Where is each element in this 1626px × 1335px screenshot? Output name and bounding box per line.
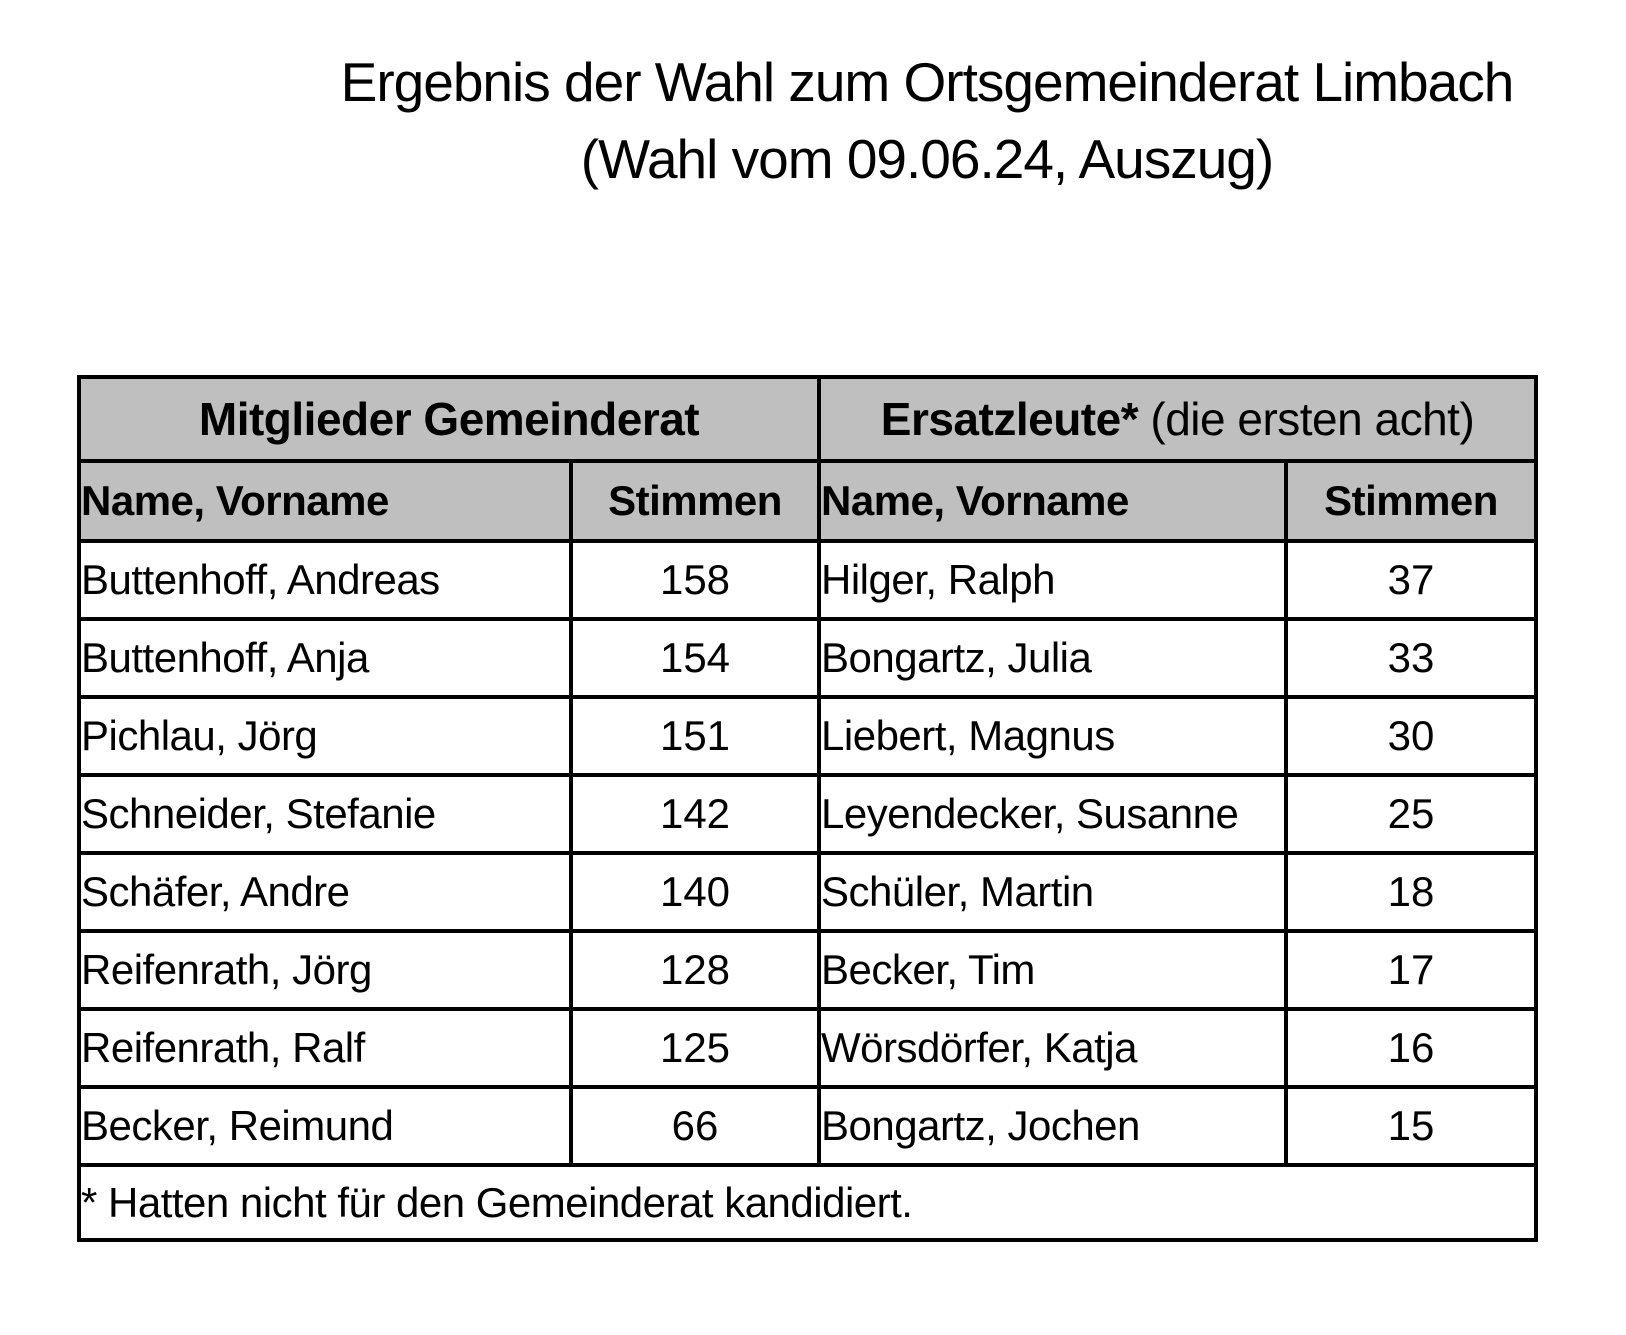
election-results-table: Mitglieder Gemeinderat Ersatzleute* (die… bbox=[76, 375, 1539, 1242]
member-votes: 142 bbox=[568, 773, 822, 855]
title-line-1: Ergebnis der Wahl zum Ortsgemeinderat Li… bbox=[340, 51, 1515, 113]
member-votes: 151 bbox=[568, 695, 822, 777]
member-name: Pichlau, Jörg bbox=[77, 695, 573, 777]
member-name: Schneider, Stefanie bbox=[77, 773, 573, 855]
substitute-votes: 30 bbox=[1284, 695, 1539, 777]
substitute-name: Hilger, Ralph bbox=[817, 539, 1289, 621]
member-name: Reifenrath, Jörg bbox=[77, 929, 573, 1011]
footnote-row: * Hatten nicht für den Gemeinderat kandi… bbox=[76, 1163, 1539, 1242]
member-votes: 125 bbox=[568, 1007, 822, 1089]
table-row: Reifenrath, Jörg 128 Becker, Tim 17 bbox=[77, 929, 1539, 1011]
substitute-votes: 17 bbox=[1284, 929, 1539, 1011]
member-votes: 158 bbox=[568, 539, 822, 621]
member-votes: 66 bbox=[568, 1085, 822, 1167]
substitute-name: Wörsdörfer, Katja bbox=[817, 1007, 1289, 1089]
member-name: Buttenhoff, Andreas bbox=[77, 539, 573, 621]
column-header-name-substitutes: Name, Vorname bbox=[817, 459, 1289, 543]
member-votes: 128 bbox=[568, 929, 822, 1011]
table-row: Schäfer, Andre 140 Schüler, Martin 18 bbox=[77, 851, 1539, 933]
table-row: Reifenrath, Ralf 125 Wörsdörfer, Katja 1… bbox=[77, 1007, 1539, 1089]
document-title: Ergebnis der Wahl zum Ortsgemeinderat Li… bbox=[0, 44, 1626, 198]
table-row: Pichlau, Jörg 151 Liebert, Magnus 30 bbox=[77, 695, 1539, 777]
member-name: Becker, Reimund bbox=[77, 1085, 573, 1167]
member-votes: 140 bbox=[568, 851, 822, 933]
member-name: Schäfer, Andre bbox=[77, 851, 573, 933]
substitute-votes: 33 bbox=[1284, 617, 1539, 699]
substitute-votes: 18 bbox=[1284, 851, 1539, 933]
group-header-substitutes-label-suffix: (die ersten acht) bbox=[1138, 393, 1475, 445]
table-row: Becker, Reimund 66 Bongartz, Jochen 15 bbox=[77, 1085, 1539, 1167]
member-name: Buttenhoff, Anja bbox=[77, 617, 573, 699]
substitute-votes: 15 bbox=[1284, 1085, 1539, 1167]
column-header-votes-substitutes: Stimmen bbox=[1284, 459, 1539, 543]
substitute-votes: 37 bbox=[1284, 539, 1539, 621]
substitute-name: Bongartz, Jochen bbox=[817, 1085, 1289, 1167]
substitute-votes: 25 bbox=[1284, 773, 1539, 855]
group-header-row: Mitglieder Gemeinderat Ersatzleute* (die… bbox=[76, 375, 1539, 463]
table-row: Schneider, Stefanie 142 Leyendecker, Sus… bbox=[77, 773, 1539, 855]
group-header-members-label: Mitglieder Gemeinderat bbox=[198, 393, 700, 445]
footnote-text: * Hatten nicht für den Gemeinderat kandi… bbox=[76, 1163, 1539, 1242]
substitute-name: Leyendecker, Susanne bbox=[817, 773, 1289, 855]
table-row: Buttenhoff, Andreas 158 Hilger, Ralph 37 bbox=[77, 539, 1539, 621]
substitute-name: Bongartz, Julia bbox=[817, 617, 1289, 699]
substitute-name: Liebert, Magnus bbox=[817, 695, 1289, 777]
member-name: Reifenrath, Ralf bbox=[77, 1007, 573, 1089]
table-row: Buttenhoff, Anja 154 Bongartz, Julia 33 bbox=[77, 617, 1539, 699]
substitute-name: Becker, Tim bbox=[817, 929, 1289, 1011]
group-header-substitutes: Ersatzleute* (die ersten acht) bbox=[817, 375, 1539, 463]
substitute-votes: 16 bbox=[1284, 1007, 1539, 1089]
column-header-votes-members: Stimmen bbox=[568, 459, 822, 543]
group-header-members: Mitglieder Gemeinderat bbox=[76, 375, 822, 463]
substitute-name: Schüler, Martin bbox=[817, 851, 1289, 933]
group-header-substitutes-label: Ersatzleute* bbox=[880, 393, 1139, 445]
column-header-name-members: Name, Vorname bbox=[77, 459, 573, 543]
title-line-2: (Wahl vom 09.06.24, Auszug) bbox=[580, 128, 1274, 190]
member-votes: 154 bbox=[568, 617, 822, 699]
column-header-row: Name, Vorname Stimmen Name, Vorname Stim… bbox=[77, 459, 1539, 543]
